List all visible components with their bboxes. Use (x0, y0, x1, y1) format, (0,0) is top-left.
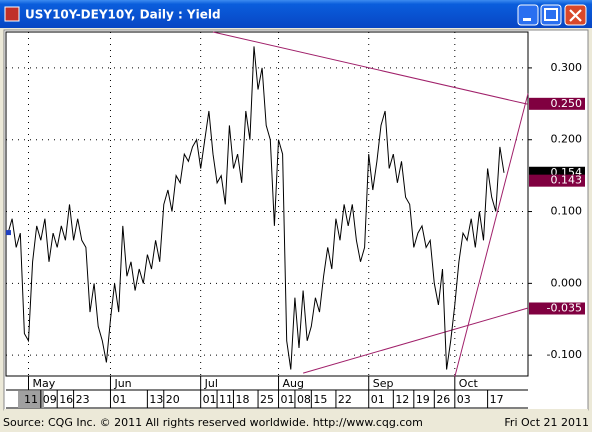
year-box (18, 391, 44, 408)
trendline (454, 93, 529, 377)
month-label: Sep (373, 377, 394, 390)
x-tick-label: 23 (76, 393, 90, 406)
x-tick-label: 01 (203, 393, 217, 406)
value-marker (529, 174, 585, 187)
y-tick-label: 0.300 (551, 61, 583, 74)
plot-area (5, 31, 529, 377)
value-marker (529, 302, 585, 315)
maximize-button[interactable] (540, 4, 562, 26)
value-marker-label: 0.143 (551, 174, 583, 187)
left-marker (6, 230, 11, 236)
y-tick-label: 0.200 (551, 133, 583, 146)
x-tick-label: 26 (436, 393, 450, 406)
x-tick-label: 08 (297, 393, 311, 406)
y-tick-label: 0.100 (551, 205, 583, 218)
y-tick-label: -0.100 (547, 348, 582, 361)
footer-source: Source: CQG Inc. © 2011 All rights reser… (3, 416, 423, 429)
y-tick-label: 0.000 (551, 276, 583, 289)
month-label: Aug (283, 377, 304, 390)
title-bar (0, 0, 592, 28)
trendline (303, 307, 529, 374)
x-tick-label: 01 (281, 393, 295, 406)
footer-date: Fri Oct 21 2011 (504, 416, 589, 429)
x-tick-label: 11 (219, 393, 233, 406)
status-bar (4, 409, 588, 432)
value-marker-label: -0.035 (547, 301, 582, 314)
month-label: Oct (459, 377, 479, 390)
x-tick-label: 03 (457, 393, 471, 406)
app-icon (4, 6, 20, 22)
x-tick-label: 19 (416, 393, 430, 406)
x-tick-label: 15 (313, 393, 327, 406)
value-marker-label: 0.250 (551, 97, 583, 110)
year-label: 11 (24, 393, 38, 406)
close-button[interactable] (564, 4, 587, 26)
month-label: Jul (204, 377, 218, 390)
minimize-button[interactable] (517, 4, 539, 26)
x-tick-label: 12 (395, 393, 409, 406)
x-tick-label: 01 (371, 393, 385, 406)
x-tick-label: 13 (149, 393, 163, 406)
x-tick-label: 25 (260, 393, 274, 406)
x-tick-label: 22 (338, 393, 352, 406)
value-marker (529, 97, 585, 110)
x-tick-label: 16 (59, 393, 73, 406)
window-title: USY10Y-DEY10Y, Daily : Yield (25, 8, 221, 22)
x-tick-label: 17 (490, 393, 504, 406)
x-tick-label: 01 (112, 393, 126, 406)
x-tick-label: 18 (235, 393, 249, 406)
price-line (7, 46, 505, 370)
trendline (212, 31, 529, 105)
month-label: May (32, 377, 55, 390)
x-tick-label: 09 (43, 393, 57, 406)
x-tick-label: 20 (166, 393, 180, 406)
month-label: Jun (113, 377, 131, 390)
